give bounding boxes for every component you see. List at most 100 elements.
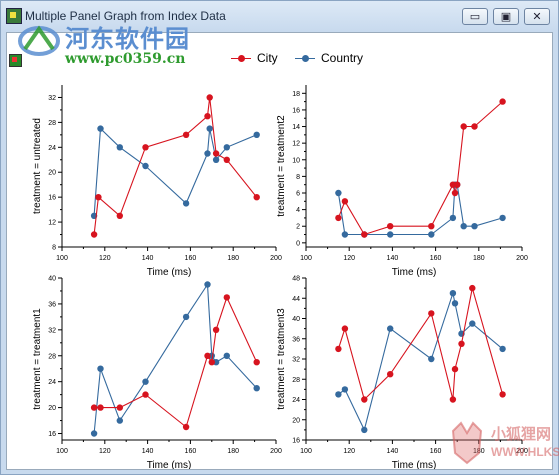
data-point-country[interactable] (428, 231, 435, 238)
maximize-button[interactable]: ▣ (493, 8, 519, 25)
x-axis-title[interactable]: Time (ms) (147, 267, 192, 278)
series-line-country[interactable] (93, 127, 257, 216)
data-point-city[interactable] (182, 423, 190, 431)
data-point-city[interactable] (142, 391, 149, 398)
data-point-city[interactable] (223, 156, 230, 163)
data-point-country[interactable] (341, 386, 349, 393)
y-axis-title[interactable]: treatment = treatment1 (32, 308, 43, 410)
data-point-city[interactable] (341, 198, 349, 205)
data-point-city[interactable] (90, 404, 98, 411)
series-line-country[interactable] (338, 291, 503, 432)
data-point-country[interactable] (212, 156, 220, 163)
data-point-city[interactable] (499, 391, 506, 398)
series-line-city[interactable] (94, 295, 258, 428)
data-point-country[interactable] (451, 300, 459, 307)
data-point-city[interactable] (335, 214, 342, 222)
data-point-country[interactable] (460, 223, 467, 230)
data-point-country[interactable] (182, 200, 190, 207)
data-point-city[interactable] (428, 223, 435, 230)
data-point-city[interactable] (90, 231, 98, 238)
data-point-city[interactable] (208, 359, 215, 366)
data-point-country[interactable] (335, 391, 342, 398)
series-line-city[interactable] (337, 101, 503, 236)
data-point-country[interactable] (206, 125, 213, 132)
data-point-city[interactable] (212, 150, 220, 157)
data-point-country[interactable] (499, 214, 506, 222)
data-point-city[interactable] (204, 113, 211, 120)
y-axis-title[interactable]: treatment = treatment2 (276, 115, 287, 217)
data-point-country[interactable] (335, 189, 342, 197)
close-button[interactable]: ✕ (524, 8, 550, 25)
data-point-country[interactable] (253, 385, 260, 392)
data-point-city[interactable] (97, 404, 104, 411)
data-point-country[interactable] (341, 231, 349, 238)
data-point-city[interactable] (212, 326, 220, 333)
data-point-city[interactable] (95, 194, 102, 201)
y-axis-title[interactable]: treatment = treatment3 (276, 308, 287, 410)
data-point-country[interactable] (428, 355, 435, 363)
data-point-country[interactable] (97, 125, 104, 132)
title-bar[interactable]: Multiple Panel Graph from Index Data ▭ ▣… (1, 1, 558, 31)
data-point-country[interactable] (116, 417, 124, 424)
data-point-city[interactable] (361, 231, 368, 238)
data-point-city[interactable] (458, 340, 465, 347)
data-point-city[interactable] (253, 359, 260, 366)
x-axis-title[interactable]: Time (ms) (147, 460, 192, 469)
data-point-city[interactable] (204, 352, 211, 359)
panel-bottom-right[interactable]: 100120140160180200162024283236404448Time… (276, 276, 528, 470)
data-point-country[interactable] (142, 162, 149, 170)
data-point-country[interactable] (449, 214, 457, 222)
data-point-country[interactable] (204, 281, 211, 288)
data-point-country[interactable] (499, 345, 506, 353)
data-point-city[interactable] (460, 123, 467, 130)
data-point-city[interactable] (116, 212, 124, 219)
x-axis-title[interactable]: Time (ms) (392, 267, 437, 278)
panel-top-right[interactable]: 100 120 140 160 180 200 0 2 4 6 8 10 12 14 16 18 Time (m… (276, 85, 528, 278)
data-point-city[interactable] (361, 396, 368, 403)
data-point-city[interactable] (223, 294, 230, 301)
data-point-city[interactable] (499, 98, 506, 105)
layer-icon[interactable] (9, 54, 22, 67)
graph-window-icon[interactable] (6, 8, 22, 24)
data-point-country[interactable] (182, 313, 190, 321)
data-point-country[interactable] (469, 320, 476, 327)
data-point-city[interactable] (182, 131, 190, 138)
data-point-city[interactable] (142, 144, 149, 151)
x-axis-title[interactable]: Time (ms) (392, 460, 437, 469)
graph-page[interactable]: 100 120 140 160 180 200 8 12 16 20 24 28 32 Time (ms)… (6, 32, 553, 470)
data-point-city[interactable] (469, 284, 476, 292)
data-point-country[interactable] (223, 144, 230, 151)
data-point-country[interactable] (387, 231, 394, 238)
data-point-city[interactable] (206, 94, 213, 101)
data-point-city[interactable] (451, 365, 459, 373)
data-point-city[interactable] (335, 345, 342, 353)
data-point-city[interactable] (253, 194, 260, 201)
data-point-country[interactable] (387, 325, 394, 332)
data-point-city[interactable] (454, 181, 461, 188)
series-line-city[interactable] (337, 287, 504, 401)
panel-bottom-left[interactable]: 100 120 140 160 180 200 16 20 24 28 32 36 40 Time (ms… (32, 276, 282, 470)
data-point-city[interactable] (428, 310, 435, 317)
data-point-country[interactable] (204, 150, 211, 157)
data-point-country[interactable] (97, 365, 104, 372)
panel-top-left[interactable]: 100 120 140 160 180 200 8 12 16 20 24 28 32 Time (ms)… (32, 85, 282, 278)
minimize-button[interactable]: ▭ (462, 8, 488, 25)
data-point-country[interactable] (449, 290, 457, 297)
data-point-country[interactable] (223, 352, 230, 359)
data-point-country[interactable] (90, 430, 98, 437)
data-point-country[interactable] (142, 378, 149, 385)
data-point-city[interactable] (116, 404, 124, 411)
data-point-city[interactable] (341, 325, 349, 332)
data-point-country[interactable] (471, 223, 478, 230)
y-axis-title[interactable]: treatment = untreated (32, 118, 43, 214)
data-point-country[interactable] (361, 426, 368, 434)
data-point-city[interactable] (387, 371, 394, 378)
data-point-city[interactable] (449, 396, 457, 403)
data-point-city[interactable] (387, 223, 394, 230)
data-point-city[interactable] (471, 123, 478, 130)
series-line-city[interactable] (93, 97, 258, 235)
data-point-city[interactable] (451, 189, 459, 197)
data-point-country[interactable] (116, 144, 124, 151)
series-line-country[interactable] (93, 282, 258, 434)
